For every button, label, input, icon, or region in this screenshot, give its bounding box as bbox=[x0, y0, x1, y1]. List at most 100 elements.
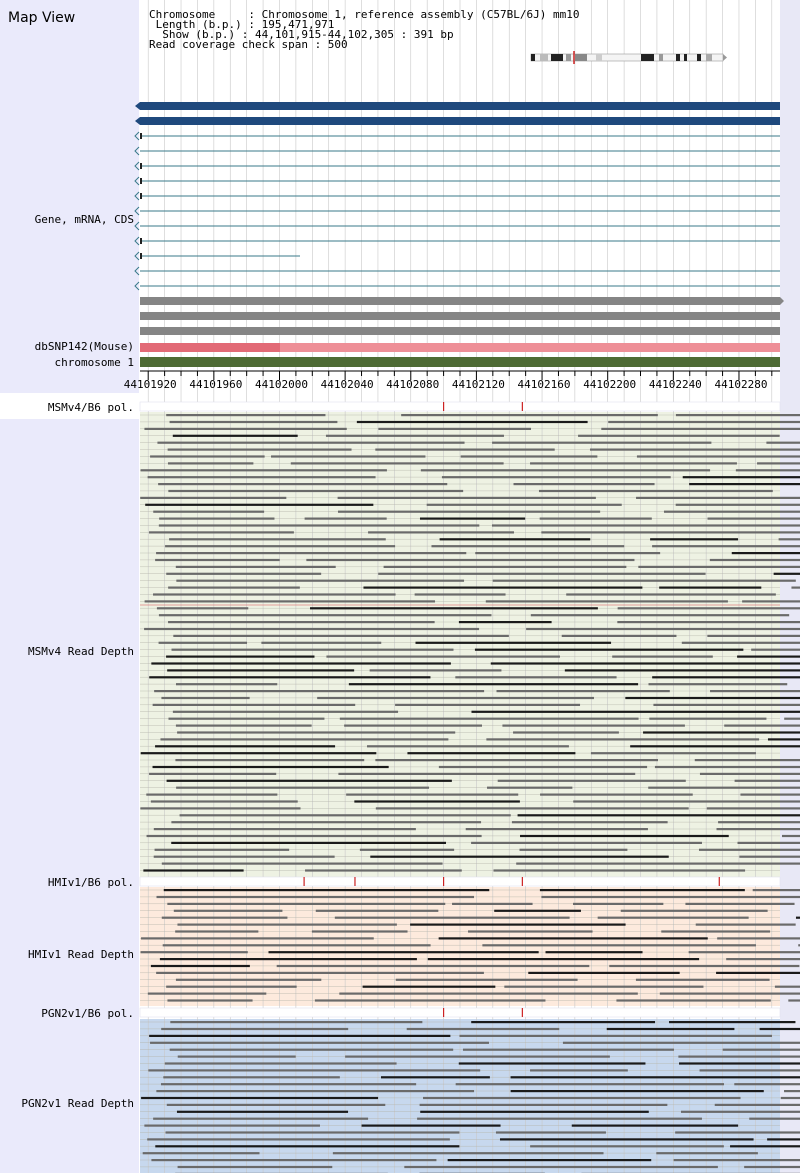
read bbox=[513, 483, 655, 486]
pgn-read-depth-track bbox=[139, 1007, 800, 1173]
read bbox=[166, 779, 452, 782]
transcript-arrow bbox=[134, 176, 140, 186]
read bbox=[682, 476, 800, 479]
read bbox=[519, 848, 628, 851]
read bbox=[151, 1159, 437, 1162]
read bbox=[455, 1083, 725, 1086]
read bbox=[538, 489, 773, 493]
read bbox=[344, 724, 483, 727]
read bbox=[530, 1069, 628, 1072]
read bbox=[153, 1117, 369, 1120]
read bbox=[487, 786, 573, 789]
read bbox=[173, 634, 509, 637]
read bbox=[375, 759, 658, 762]
read bbox=[601, 427, 800, 430]
read bbox=[773, 572, 800, 575]
read bbox=[447, 1159, 652, 1162]
transcript-arrow bbox=[134, 161, 140, 171]
read bbox=[142, 1152, 260, 1155]
read bbox=[716, 971, 800, 974]
hmi-pol-label: HMIv1/B6 pol. bbox=[47, 876, 134, 889]
read bbox=[780, 1096, 800, 1100]
read bbox=[716, 828, 800, 831]
position-ruler: 44101920 44101960 44102000 44102040 44102080… bbox=[124, 370, 780, 391]
read bbox=[407, 752, 576, 755]
read bbox=[161, 696, 250, 700]
exon-mark bbox=[140, 133, 142, 139]
msm-depth-label: MSMv4 Read Depth bbox=[28, 645, 134, 658]
read bbox=[268, 951, 539, 954]
read bbox=[625, 696, 800, 700]
read bbox=[140, 951, 248, 954]
read bbox=[166, 1103, 386, 1106]
read bbox=[685, 902, 795, 905]
read bbox=[659, 992, 800, 995]
read bbox=[731, 552, 800, 555]
read bbox=[530, 1145, 724, 1148]
read bbox=[608, 420, 800, 424]
read bbox=[654, 765, 800, 769]
read bbox=[155, 558, 280, 562]
read bbox=[395, 978, 578, 981]
read bbox=[156, 895, 475, 899]
read bbox=[675, 503, 800, 506]
transcript-arrow bbox=[134, 191, 140, 201]
read bbox=[167, 902, 446, 905]
ideogram-band bbox=[575, 54, 587, 61]
read bbox=[378, 427, 531, 430]
read bbox=[375, 807, 689, 810]
right-margin-strip bbox=[780, 0, 800, 1173]
read bbox=[441, 476, 671, 479]
read bbox=[305, 869, 462, 872]
read bbox=[170, 1021, 423, 1024]
ruler-tick-label: 44102120 bbox=[452, 378, 505, 391]
ruler-tick-label: 44101960 bbox=[189, 378, 242, 391]
read bbox=[620, 909, 768, 912]
chromosome-ideogram bbox=[530, 51, 727, 64]
read bbox=[739, 855, 800, 858]
read bbox=[166, 572, 322, 575]
read bbox=[643, 731, 800, 734]
read bbox=[511, 821, 668, 824]
read bbox=[492, 579, 796, 582]
read bbox=[338, 772, 636, 775]
pol-bar bbox=[139, 876, 781, 887]
read bbox=[348, 683, 639, 686]
read bbox=[378, 572, 706, 575]
read bbox=[652, 676, 800, 679]
dbsnp-bar bbox=[140, 343, 780, 352]
read bbox=[161, 1027, 349, 1031]
ideogram-band bbox=[659, 54, 663, 61]
read bbox=[175, 978, 322, 981]
read bbox=[171, 841, 447, 844]
read bbox=[153, 593, 396, 596]
read bbox=[362, 985, 496, 988]
read bbox=[148, 1069, 481, 1072]
read bbox=[798, 944, 800, 947]
ideogram-band bbox=[566, 54, 571, 61]
read bbox=[496, 690, 670, 693]
read bbox=[573, 800, 800, 803]
read bbox=[516, 862, 800, 865]
length-info-line: Length (b.p.) : 195,471,971 bbox=[149, 18, 335, 31]
read bbox=[410, 923, 626, 926]
read bbox=[380, 1076, 490, 1079]
read bbox=[375, 448, 555, 451]
read bbox=[149, 676, 431, 679]
read bbox=[648, 786, 800, 789]
read bbox=[438, 765, 648, 769]
read bbox=[724, 724, 800, 727]
read bbox=[734, 1083, 800, 1086]
read bbox=[173, 909, 283, 912]
read bbox=[648, 683, 788, 686]
read bbox=[675, 1131, 800, 1134]
cds-bar bbox=[140, 312, 780, 320]
read bbox=[688, 951, 800, 954]
ideogram-band bbox=[706, 54, 712, 61]
read bbox=[147, 1138, 450, 1141]
read bbox=[152, 765, 389, 769]
read bbox=[156, 607, 249, 610]
read bbox=[526, 627, 800, 631]
read bbox=[370, 855, 669, 858]
